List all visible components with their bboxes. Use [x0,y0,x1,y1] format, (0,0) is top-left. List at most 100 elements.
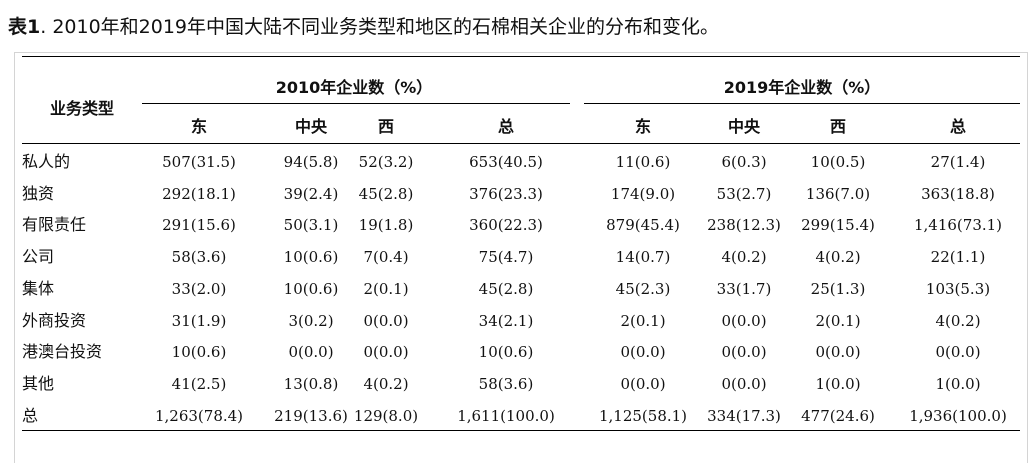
sub-header-5: 中央 [727,117,761,136]
table-cell: 22(1.1) [930,248,986,267]
table-cell: 10(0.5) [810,153,866,171]
table-cell: 4(0.2) [935,311,981,330]
table-caption: 表1. 2010年和2019年中国大陆不同业务类型和地区的石棉相关企业的分布和变… [8,14,719,40]
table-cell: 1(0.0) [815,374,861,393]
table-cell: 7(0.4) [363,248,409,267]
table-cell: 19(1.8) [358,216,414,235]
top-rule [22,56,1020,57]
group-header-2010: 2010年企业数（%） [275,78,433,97]
table-cell: 2(0.1) [815,311,861,330]
sub-header-1: 中央 [294,117,328,136]
table-cell: 334(17.3) [707,406,781,425]
table-cell: 45(2.8) [358,184,414,203]
table-cell: 14(0.7) [615,248,671,267]
table-cell: 360(22.3) [469,216,543,235]
table-cell: 879(45.4) [606,216,680,235]
table-cell: 363(18.8) [921,184,995,203]
table-cell: 4(0.2) [363,374,409,393]
table-cell: 13(0.8) [283,374,339,393]
table-cell: 136(7.0) [805,184,871,203]
table-cell: 75(4.7) [478,248,534,267]
table-cell: 50(3.1) [283,216,339,235]
sub-header-0: 东 [190,117,208,136]
table-cell: 0(0.0) [721,311,767,330]
corner-header: 业务类型 [49,99,115,118]
group-rule-2010 [142,103,570,104]
table-cell: 6(0.3) [721,153,767,171]
header-rule [22,143,1020,144]
table-cell: 4(0.2) [815,248,861,267]
caption-label: 表1 [8,16,41,38]
table-cell: 2(0.1) [363,279,409,298]
table-cell: 376(23.3) [469,184,543,203]
table-cell: 0(0.0) [620,374,666,393]
table-cell: 94(5.8) [283,153,339,171]
table-cell: 34(2.1) [478,311,534,330]
table-cell: 45(2.8) [478,279,534,298]
row-label: 有限责任 [22,215,87,235]
row-label: 其他 [22,373,55,393]
row-label: 外商投资 [22,310,87,330]
table-cell: 31(1.9) [171,311,227,330]
table-cell: 0(0.0) [363,343,409,362]
table-cell: 25(1.3) [810,279,866,298]
table-cell: 1,416(73.1) [913,216,1003,235]
row-label: 总 [22,405,39,425]
table-cell: 0(0.0) [620,343,666,362]
row-label: 港澳台投资 [22,342,103,362]
sub-header-4: 东 [634,117,652,136]
table-cell: 2(0.1) [620,311,666,330]
table-cell: 0(0.0) [721,374,767,393]
group-header-2019: 2019年企业数（%） [723,78,881,97]
sub-header-3: 总 [497,117,515,136]
table-cell: 3(0.2) [288,311,334,330]
bottom-rule [22,430,1020,431]
table-cell: 10(0.6) [478,343,534,362]
table-cell: 129(8.0) [353,406,419,425]
table-cell: 0(0.0) [363,311,409,330]
table-cell: 103(5.3) [925,279,991,298]
table-cell: 53(2.7) [716,184,772,203]
table-cell: 58(3.6) [478,374,534,393]
table-cell: 1,263(78.4) [154,406,244,425]
table-cell: 45(2.3) [615,279,671,298]
table-cell: 58(3.6) [171,248,227,267]
table-cell: 1,611(100.0) [457,406,555,425]
table-cell: 11(0.6) [615,153,671,171]
table-cell: 39(2.4) [283,184,339,203]
table-cell: 0(0.0) [935,343,981,362]
row-label: 公司 [22,247,55,267]
sub-header-6: 西 [829,117,847,136]
table-cell: 10(0.6) [283,248,339,267]
row-label: 集体 [22,278,55,298]
table-cell: 238(12.3) [707,216,781,235]
sub-header-7: 总 [949,117,967,136]
table-cell: 292(18.1) [162,184,236,203]
table-cell: 1,125(58.1) [598,406,688,425]
table-cell: 52(3.2) [358,153,414,171]
table-cell: 33(1.7) [716,279,772,298]
table-cell: 219(13.6) [274,406,348,425]
table-cell: 507(31.5) [162,153,236,171]
table-cell: 27(1.4) [930,153,986,171]
table-cell: 653(40.5) [469,153,543,171]
table-cell: 10(0.6) [171,343,227,362]
table-cell: 477(24.6) [801,406,875,425]
table-cell: 33(2.0) [171,279,227,298]
table-cell: 1,936(100.0) [909,406,1007,425]
table-frame: 业务类型 2010年企业数（%） 2019年企业数（%） 东中央西总东中央西总 … [14,52,1028,463]
sub-header-2: 西 [377,117,395,136]
table-cell: 0(0.0) [721,343,767,362]
table-cell: 0(0.0) [288,343,334,362]
table-cell: 1(0.0) [935,374,981,393]
row-label: 独资 [22,183,55,203]
table-cell: 0(0.0) [815,343,861,362]
table-cell: 174(9.0) [610,184,676,203]
table-cell: 291(15.6) [162,216,236,235]
caption-text: . 2010年和2019年中国大陆不同业务类型和地区的石棉相关企业的分布和变化。 [40,16,720,38]
table-cell: 10(0.6) [283,279,339,298]
group-rule-2019 [584,103,1020,104]
row-label: 私人的 [22,152,71,171]
table-cell: 4(0.2) [721,248,767,267]
table-cell: 41(2.5) [171,374,227,393]
